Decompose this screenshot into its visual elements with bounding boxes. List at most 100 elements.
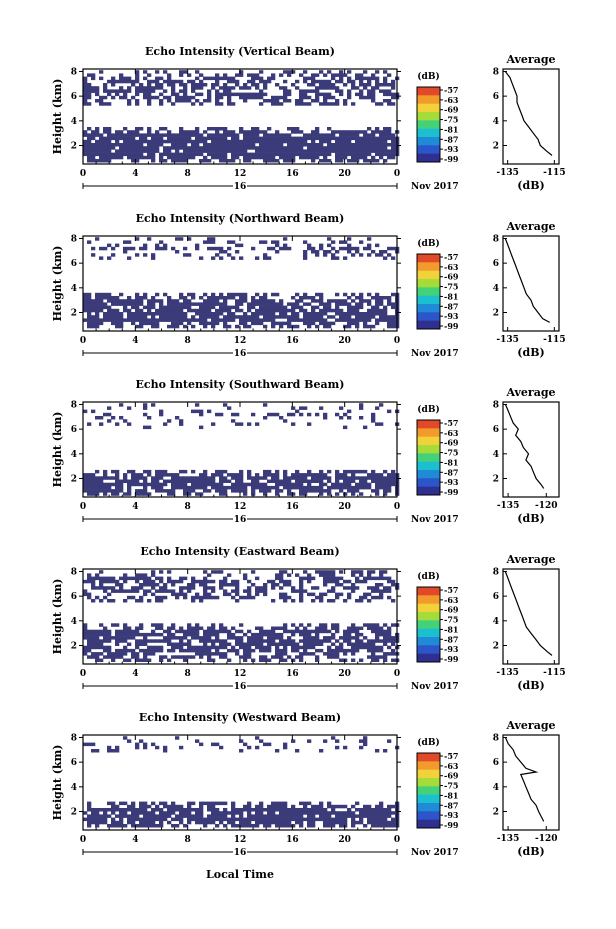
echo-cell: [191, 318, 196, 322]
average-y-tick-label: 6: [493, 425, 499, 435]
y-tick-label: 8: [71, 67, 77, 77]
echo-cell: [387, 136, 392, 141]
echo-cell: [359, 240, 364, 244]
echo-cell: [271, 473, 276, 477]
echo-cell: [195, 808, 200, 812]
echo-cell: [183, 642, 188, 646]
x-tick-label: 0: [80, 502, 86, 512]
echo-cell: [347, 89, 352, 93]
echo-cell: [127, 152, 132, 157]
echo-cell: [287, 642, 292, 646]
echo-cell: [187, 292, 192, 297]
echo-cell: [119, 136, 124, 141]
echo-cell: [143, 658, 148, 662]
echo-cell: [311, 76, 316, 81]
echo-cell: [379, 146, 384, 150]
echo-cell: [199, 139, 204, 144]
echo-cell: [111, 655, 116, 659]
echo-cell: [239, 639, 244, 643]
echo-cell: [119, 632, 124, 637]
echo-cell: [251, 155, 256, 160]
echo-cell: [223, 315, 228, 319]
echo-cell: [115, 479, 120, 483]
echo-cell: [127, 632, 132, 637]
echo-cell: [231, 305, 236, 310]
echo-cell: [363, 149, 368, 153]
echo-cell: [183, 811, 188, 815]
echo-cell: [139, 89, 144, 93]
echo-cell: [99, 99, 104, 103]
echo-cell: [391, 652, 396, 656]
echo-cell: [95, 655, 100, 659]
average-title: Average: [505, 719, 555, 732]
echo-cell: [291, 324, 296, 329]
echo-cell: [315, 152, 320, 157]
colorbar-segment: [417, 786, 440, 796]
echo-cell: [383, 79, 388, 84]
colorbar-tick-label: -63: [444, 428, 459, 438]
echo-cell: [327, 645, 332, 650]
echo-cell: [87, 324, 92, 329]
echo-cell: [351, 102, 356, 106]
echo-cell: [251, 133, 256, 137]
echo-cell: [283, 70, 288, 74]
echo-cell: [95, 645, 100, 650]
echo-cell: [155, 599, 160, 603]
average-y-tick-label: 6: [493, 92, 499, 102]
echo-cells: [83, 736, 400, 828]
echo-cell: [343, 425, 348, 430]
month-label: Nov 2017: [411, 515, 459, 525]
average-y-tick-label: 4: [493, 284, 499, 294]
echo-cell: [291, 130, 296, 134]
echo-cell: [327, 570, 332, 574]
echo-cell: [371, 250, 376, 254]
echo-cell: [207, 645, 212, 650]
echo-cell: [91, 299, 96, 303]
echo-cell: [279, 573, 284, 577]
echo-cell: [295, 127, 300, 131]
echo-cell: [291, 149, 296, 153]
echo-cell: [139, 86, 144, 90]
echo-cell: [263, 658, 268, 662]
echo-cell: [83, 95, 88, 100]
echo-cell: [115, 139, 120, 144]
echo-cell: [211, 422, 216, 426]
echo-cell: [107, 592, 112, 597]
echo-cell: [259, 146, 264, 150]
echo-cell: [307, 639, 312, 643]
echo-cell: [367, 485, 372, 490]
echo-cell: [131, 152, 136, 157]
echo-cell: [83, 476, 88, 480]
echo-cell: [215, 482, 220, 487]
echo-cell: [283, 86, 288, 90]
echo-cell: [207, 476, 212, 480]
echo-cell: [363, 642, 368, 646]
echo-cell: [211, 312, 216, 316]
echo-cell: [87, 820, 92, 825]
echo-cell: [211, 645, 216, 650]
echo-cell: [267, 808, 272, 812]
echo-cell: [135, 86, 140, 90]
echo-cell: [195, 76, 200, 81]
echo-cell: [83, 648, 88, 653]
echo-cell: [219, 292, 224, 297]
echo-cell: [319, 469, 324, 474]
echo-cell: [379, 639, 384, 643]
echo-cell: [279, 308, 284, 313]
echo-cell: [87, 636, 92, 640]
echo-cell: [259, 318, 264, 322]
colorbar-tick-label: -93: [444, 810, 459, 820]
echo-cell: [195, 312, 200, 316]
echo-cell: [335, 745, 340, 750]
echo-cell: [295, 645, 300, 650]
echo-cell: [255, 292, 260, 297]
echo-cell: [135, 745, 140, 750]
echo-cell: [271, 579, 276, 584]
echo-cell: [335, 412, 340, 417]
echo-cell: [163, 159, 168, 163]
colorbar-segment: [417, 628, 440, 638]
echo-cell: [367, 152, 372, 157]
date-label-bg: [233, 514, 247, 524]
echo-cell: [355, 642, 360, 646]
echo-cell: [355, 324, 360, 329]
